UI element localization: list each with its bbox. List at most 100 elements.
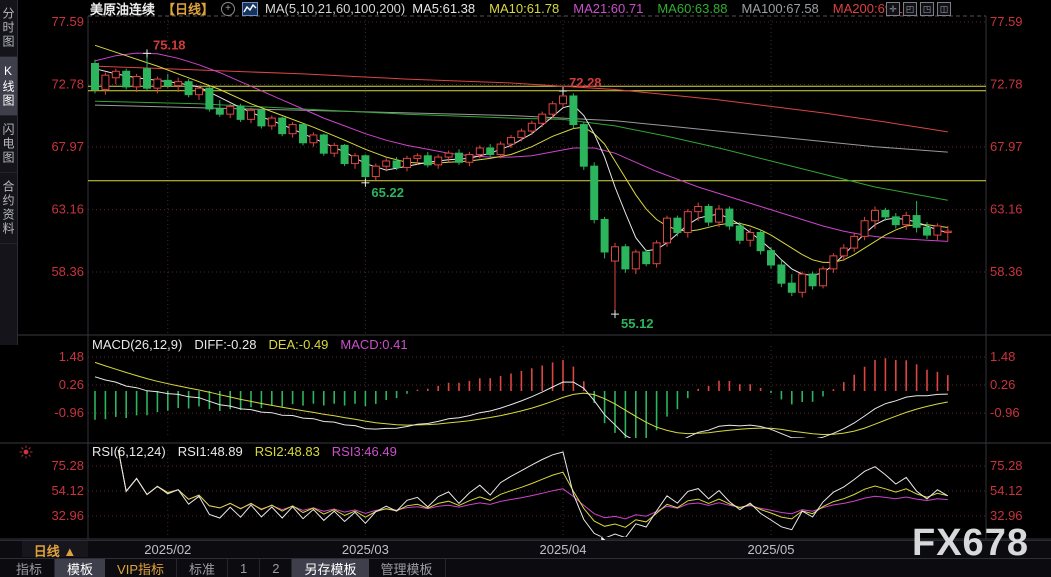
sidebar-tab-3[interactable]: 闪电图 — [0, 116, 17, 173]
rsi-axis-label: 54.12 — [990, 483, 1023, 498]
toolbar-item-2[interactable]: 模板 — [55, 559, 106, 577]
candle — [860, 220, 869, 237]
ma-line-ma10 — [94, 44, 948, 263]
macd-header: MACD(26,12,9) DIFF:-0.28 DEA:-0.49 MACD:… — [92, 337, 408, 352]
candle — [517, 130, 526, 139]
sidebar-tab-1[interactable]: 分时图 — [0, 0, 17, 57]
candle — [798, 273, 807, 293]
rsi-axis-label: 32.96 — [990, 508, 1023, 523]
macd-dea-line — [94, 361, 948, 436]
rsi-header: RSI(6,12,24) RSI1:48.89 RSI2:48.83 RSI3:… — [92, 444, 397, 459]
ma-indicator-icon[interactable] — [242, 1, 259, 16]
candle — [184, 81, 193, 96]
rsi-params: RSI(6,12,24) — [92, 444, 166, 459]
gridlines-layer: 77.59 77.59 72.78 72.78 67.97 67.97 63.16 63.16… — [0, 14, 1051, 540]
candle — [413, 155, 422, 159]
price-axis-label: 63.16 — [51, 202, 84, 217]
pane-expand-icon[interactable]: ◫ — [937, 2, 951, 16]
candle — [548, 103, 557, 115]
candle — [787, 282, 796, 293]
ma-value-label-5: MA100:67.58 — [741, 1, 819, 16]
candle — [371, 165, 380, 178]
candle — [330, 144, 339, 154]
candle — [704, 205, 713, 223]
candle — [683, 211, 692, 233]
ma-value-label-2: MA10:61.78 — [489, 1, 560, 16]
candle — [111, 70, 120, 79]
candle — [392, 160, 401, 168]
ma-values: MA5:61.38 MA10:61.78 MA21:60.71 MA60:63.88 M… — [412, 1, 910, 16]
price-annotation: 65.22 — [371, 185, 404, 200]
candle — [444, 152, 453, 158]
toolbar-item-3[interactable]: VIP指标 — [105, 559, 177, 577]
period-dropdown-label: 日线 — [33, 544, 60, 559]
toolbar-item-1[interactable]: 指标 — [4, 559, 56, 577]
candle — [725, 208, 734, 227]
candle — [579, 124, 588, 167]
candle — [631, 251, 640, 270]
candle — [215, 108, 224, 115]
candle — [663, 217, 671, 244]
sidebar: 分时图 K线图 闪电图 合约资料 — [0, 0, 18, 345]
rsi-axis-label: 75.28 — [990, 458, 1023, 473]
rsi-axis-label: 75.28 — [51, 458, 84, 473]
candle — [195, 87, 203, 96]
candle — [278, 117, 287, 135]
candle — [257, 109, 266, 127]
candle — [902, 215, 911, 226]
candle — [642, 251, 651, 265]
date-axis-label: 2025/05 — [747, 542, 795, 557]
period-dropdown-button[interactable]: 日线 ▲ — [22, 541, 88, 559]
fx678-watermark: FX678 — [912, 522, 1029, 564]
date-axis-label: 2025/02 — [144, 542, 192, 557]
candle — [465, 153, 474, 163]
ma-line-ma5 — [94, 68, 948, 276]
ma-line-ma21 — [94, 52, 948, 242]
toolbar-item-6[interactable]: 2 — [260, 559, 293, 577]
macd-dea-value: DEA:-0.49 — [268, 337, 329, 352]
candle — [143, 68, 151, 89]
toolbar-item-5[interactable]: 1 — [228, 559, 261, 577]
candle — [559, 95, 567, 105]
candle — [309, 134, 318, 144]
candle — [808, 273, 817, 287]
candle — [288, 124, 297, 135]
rsi-axis-label: 32.96 — [51, 508, 84, 523]
sidebar-tab-2[interactable]: K线图 — [0, 57, 17, 116]
candle — [756, 231, 765, 252]
candle — [122, 70, 131, 88]
ma-line-ma100 — [94, 104, 948, 153]
candle — [850, 235, 859, 249]
indicator-settings-icon[interactable] — [19, 445, 33, 459]
candle — [507, 137, 515, 145]
zoom-out-x-icon[interactable]: ◳ — [920, 2, 934, 16]
candle — [621, 246, 630, 270]
candle — [351, 155, 359, 165]
pan-tool-icon[interactable]: ✛ — [886, 2, 900, 16]
zoom-in-x-icon[interactable]: ◰ — [903, 2, 917, 16]
candle — [715, 208, 723, 223]
price-axis-label: 77.59 — [51, 14, 84, 29]
sidebar-tab-4[interactable]: 合约资料 — [0, 173, 17, 244]
macd-diff-line — [94, 376, 948, 438]
price-axis-label: 77.59 — [990, 14, 1023, 29]
horizontal-price-lines[interactable] — [88, 85, 986, 182]
price-axis-label: 58.36 — [51, 264, 84, 279]
price-annotation: 72.28 — [569, 75, 602, 90]
candle — [746, 231, 755, 241]
macd-macd-value: MACD:0.41 — [340, 337, 408, 352]
symbol-title: 美原油连续 — [90, 2, 156, 17]
toolbar-item-4[interactable]: 标准 — [177, 559, 229, 577]
circle-plus-icon[interactable]: + — [221, 1, 236, 16]
rsi3-value: RSI3:46.49 — [331, 444, 397, 459]
toolbar-item-8[interactable]: 管理模板 — [369, 559, 446, 577]
ma-lines-layer — [94, 44, 948, 276]
candle — [527, 122, 536, 132]
toolbar-item-7[interactable]: 另存模板 — [292, 559, 369, 577]
chart-toolbar-icons: ✛ ◰ ◳ ◫ — [886, 2, 951, 16]
ma-value-label-4: MA60:63.88 — [657, 1, 728, 16]
ma-params-label: MA(5,10,21,60,100,200) — [265, 1, 406, 16]
candle — [226, 105, 235, 115]
